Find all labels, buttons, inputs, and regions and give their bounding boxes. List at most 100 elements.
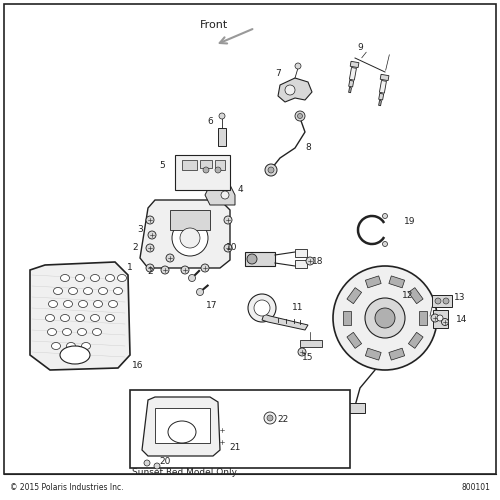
Bar <box>300 340 322 347</box>
Polygon shape <box>142 397 220 456</box>
Bar <box>295 249 307 257</box>
Text: Sunset Red Model Only: Sunset Red Model Only <box>132 468 238 477</box>
Polygon shape <box>30 262 130 370</box>
Circle shape <box>365 298 405 338</box>
Circle shape <box>144 460 150 466</box>
Circle shape <box>382 242 388 246</box>
Text: 1: 1 <box>127 262 133 272</box>
Ellipse shape <box>106 314 114 322</box>
Text: 5: 5 <box>159 160 165 170</box>
Circle shape <box>298 348 306 356</box>
Text: Front: Front <box>200 20 228 30</box>
Ellipse shape <box>64 300 72 308</box>
Circle shape <box>268 167 274 173</box>
Polygon shape <box>380 74 389 80</box>
Circle shape <box>181 266 189 274</box>
Ellipse shape <box>54 288 62 294</box>
Circle shape <box>201 264 209 272</box>
Ellipse shape <box>48 300 58 308</box>
Circle shape <box>264 412 276 424</box>
Polygon shape <box>419 311 427 325</box>
Polygon shape <box>366 276 381 288</box>
Circle shape <box>443 298 449 304</box>
Text: 14: 14 <box>456 316 468 324</box>
Circle shape <box>375 308 395 328</box>
Circle shape <box>437 315 443 321</box>
Circle shape <box>295 63 301 69</box>
Circle shape <box>203 167 209 173</box>
Circle shape <box>224 244 232 252</box>
Bar <box>218 128 226 146</box>
Text: 6: 6 <box>207 118 213 126</box>
Text: 19: 19 <box>404 218 416 226</box>
Bar <box>245 252 275 266</box>
Ellipse shape <box>84 288 92 294</box>
Text: 21: 21 <box>230 444 240 452</box>
Text: 15: 15 <box>302 354 314 362</box>
Ellipse shape <box>60 346 90 364</box>
Circle shape <box>224 216 232 224</box>
Text: 8: 8 <box>305 144 311 152</box>
Ellipse shape <box>62 328 72 336</box>
Polygon shape <box>140 200 230 268</box>
Text: 3: 3 <box>137 226 143 234</box>
Circle shape <box>218 438 226 446</box>
Circle shape <box>382 214 388 218</box>
Circle shape <box>146 216 154 224</box>
Circle shape <box>333 266 437 370</box>
Bar <box>175 155 230 190</box>
Polygon shape <box>347 288 362 304</box>
Circle shape <box>295 111 305 121</box>
Text: 2: 2 <box>132 244 138 252</box>
Bar <box>295 260 307 268</box>
Polygon shape <box>380 80 386 93</box>
Ellipse shape <box>60 274 70 281</box>
Ellipse shape <box>76 314 84 322</box>
Circle shape <box>218 426 226 434</box>
Ellipse shape <box>66 342 76 349</box>
Circle shape <box>172 220 208 256</box>
Text: 22: 22 <box>278 416 288 424</box>
Ellipse shape <box>90 314 100 322</box>
Text: 12: 12 <box>402 290 413 300</box>
Ellipse shape <box>98 288 108 294</box>
Circle shape <box>148 404 156 411</box>
Circle shape <box>146 244 154 252</box>
Circle shape <box>215 167 221 173</box>
Polygon shape <box>389 348 404 360</box>
Circle shape <box>442 318 448 326</box>
Circle shape <box>247 254 257 264</box>
Polygon shape <box>343 311 351 325</box>
Circle shape <box>285 85 295 95</box>
Polygon shape <box>378 100 382 105</box>
Text: 800101: 800101 <box>461 482 490 492</box>
Circle shape <box>180 228 200 248</box>
Bar <box>433 310 448 328</box>
Text: 10: 10 <box>226 244 238 252</box>
Bar <box>343 403 365 413</box>
Circle shape <box>298 114 302 118</box>
Polygon shape <box>408 332 423 348</box>
Circle shape <box>161 266 169 274</box>
Ellipse shape <box>52 342 60 349</box>
Ellipse shape <box>76 274 84 281</box>
Circle shape <box>265 164 277 176</box>
Ellipse shape <box>114 288 122 294</box>
Ellipse shape <box>90 274 100 281</box>
Bar <box>155 408 210 443</box>
Text: 20: 20 <box>160 458 170 466</box>
Polygon shape <box>348 80 354 87</box>
Circle shape <box>248 294 276 322</box>
Ellipse shape <box>60 314 70 322</box>
Text: 17: 17 <box>206 300 218 310</box>
Bar <box>215 160 225 170</box>
Text: © 2015 Polaris Industries Inc.: © 2015 Polaris Industries Inc. <box>10 482 124 492</box>
Text: 18: 18 <box>312 256 324 266</box>
Polygon shape <box>347 332 362 348</box>
Circle shape <box>148 231 156 239</box>
Circle shape <box>146 264 154 272</box>
Ellipse shape <box>106 274 114 281</box>
Bar <box>200 160 212 168</box>
Circle shape <box>204 404 210 411</box>
Text: 11: 11 <box>292 304 304 312</box>
